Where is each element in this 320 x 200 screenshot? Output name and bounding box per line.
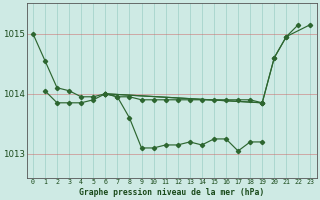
X-axis label: Graphe pression niveau de la mer (hPa): Graphe pression niveau de la mer (hPa) <box>79 188 264 197</box>
